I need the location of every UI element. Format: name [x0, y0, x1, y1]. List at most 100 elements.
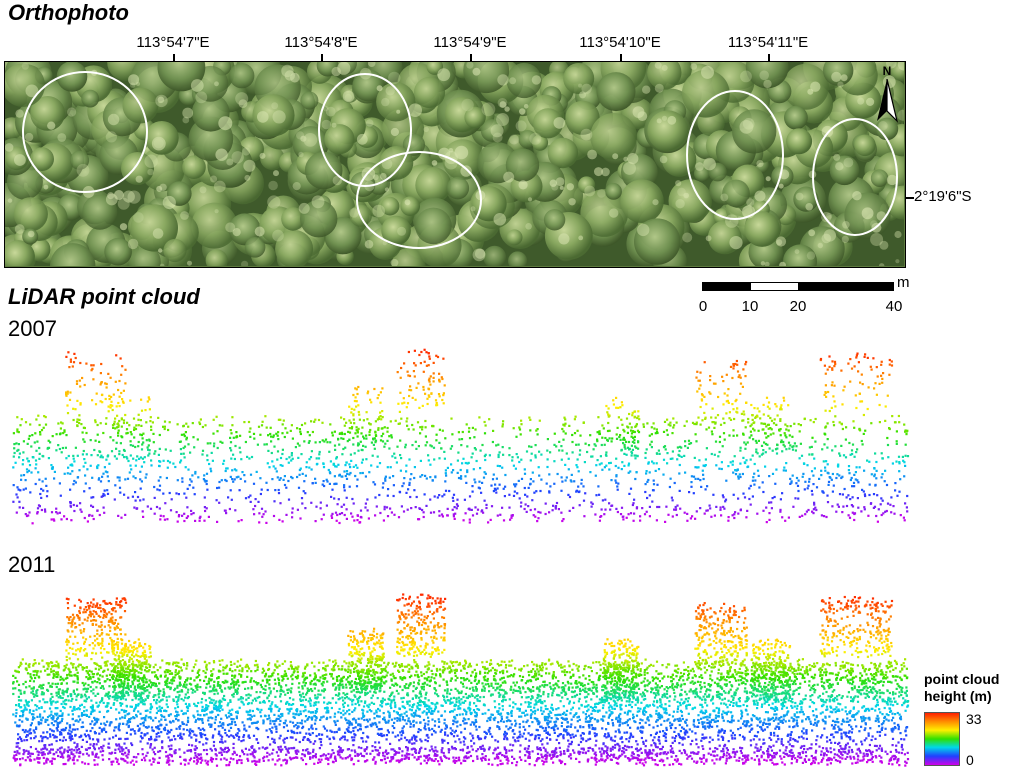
lidar-point	[51, 435, 54, 438]
lidar-point	[356, 688, 359, 691]
lidar-point	[464, 737, 467, 740]
lidar-point	[840, 444, 843, 447]
lidar-point	[508, 704, 511, 707]
lidar-point	[635, 740, 638, 743]
lidar-point	[510, 664, 513, 667]
lidar-point	[140, 398, 143, 401]
lidar-point	[791, 682, 795, 686]
lidar-point	[775, 664, 778, 667]
lidar-point	[540, 709, 543, 712]
lidar-point	[423, 759, 426, 762]
lidar-point	[141, 736, 144, 739]
lidar-point	[273, 445, 276, 448]
lidar-point	[166, 466, 169, 469]
lidar-point	[282, 478, 285, 481]
lidar-point	[504, 473, 507, 477]
lidar-point	[864, 429, 867, 432]
lidar-point	[818, 477, 821, 480]
lidar-point	[234, 444, 237, 448]
lidar-point	[392, 757, 395, 760]
lidar-point	[588, 726, 591, 729]
lidar-point	[378, 416, 381, 419]
lidar-point	[767, 423, 770, 426]
lidar-point	[495, 477, 498, 480]
lidar-point	[128, 712, 131, 715]
lidar-point	[679, 677, 682, 680]
lidar-point	[731, 685, 734, 688]
lidar-point	[610, 504, 613, 507]
lidar-point	[233, 468, 236, 471]
scale-label: 0	[698, 298, 708, 315]
lidar-point	[666, 452, 669, 455]
lidar-point	[860, 510, 863, 513]
lidar-point	[512, 675, 515, 678]
lidar-point	[244, 497, 248, 500]
lidar-point	[806, 487, 809, 490]
lidar-point	[26, 442, 29, 445]
lidar-point	[308, 466, 311, 469]
lidar-point	[534, 515, 537, 518]
lidar-point	[739, 449, 742, 452]
lidar-point	[269, 690, 272, 693]
lidar-point	[715, 464, 718, 467]
lidar-point	[415, 495, 418, 499]
lidar-point	[655, 428, 658, 431]
lidar-point	[887, 650, 890, 653]
lidar-point	[637, 673, 640, 676]
lidar-point	[668, 704, 671, 707]
lidar-point	[73, 509, 76, 513]
lidar-point	[774, 705, 777, 709]
lidar-point	[168, 491, 171, 495]
lidar-point	[419, 652, 422, 655]
lidar-point	[438, 379, 441, 382]
lidar-point	[802, 472, 805, 475]
lidar-point	[571, 733, 574, 736]
lidar-point	[884, 469, 887, 472]
lidar-point	[362, 635, 365, 638]
lidar-point	[380, 418, 383, 421]
lidar-point	[435, 433, 438, 436]
lidar-point	[257, 500, 260, 503]
lidar-point	[633, 454, 636, 457]
lidar-point	[63, 430, 66, 433]
lidar-point	[390, 678, 393, 681]
lidar-point	[174, 465, 177, 469]
lidar-point	[489, 518, 492, 521]
lidar-point	[271, 460, 274, 463]
longitude-label: 113°54'10"E	[579, 34, 661, 51]
lidar-point	[75, 504, 79, 507]
lidar-point	[290, 452, 293, 455]
lidar-point	[729, 628, 732, 632]
lidar-point	[647, 478, 650, 482]
lidar-point	[388, 447, 391, 450]
lidar-point	[713, 665, 716, 668]
lidar-point	[529, 459, 532, 462]
lidar-point	[30, 722, 33, 725]
lidar-point	[230, 498, 233, 501]
lidar-point	[83, 426, 86, 430]
lidar-point	[121, 702, 124, 705]
lidar-point	[186, 487, 189, 490]
lidar-point	[36, 705, 39, 708]
lidar-point	[296, 508, 299, 511]
lidar-point	[443, 698, 446, 701]
lidar-point	[866, 459, 869, 462]
lidar-point	[20, 478, 23, 481]
lidar-point	[400, 457, 403, 460]
lidar-point	[630, 454, 633, 457]
lidar-point	[905, 689, 908, 692]
lidar-point	[405, 470, 408, 473]
lidar-point	[564, 730, 567, 733]
lidar-point	[106, 695, 110, 698]
lidar-point	[808, 446, 811, 449]
lidar-point	[850, 600, 853, 603]
lidar-point	[145, 421, 148, 424]
lidar-point	[38, 423, 41, 427]
lidar-point	[66, 404, 69, 407]
lidar-point	[863, 493, 866, 496]
lidar-point	[37, 414, 40, 417]
lidar-point	[65, 655, 68, 658]
lidar-point	[424, 693, 427, 696]
lidar-point	[239, 477, 242, 480]
lidar-point	[272, 465, 275, 468]
